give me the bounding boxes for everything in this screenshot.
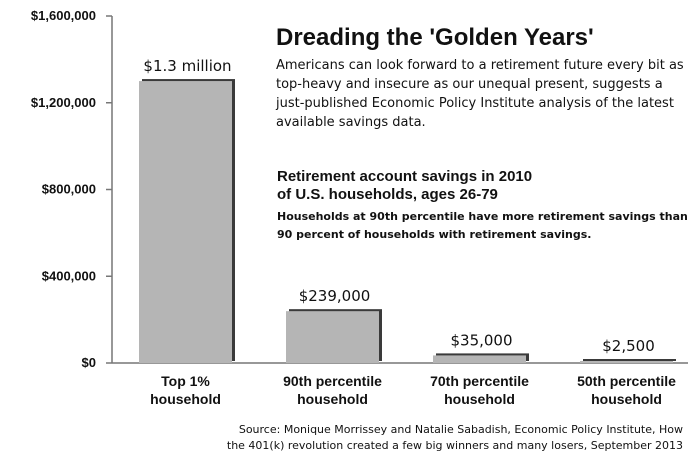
x-category-label: household (297, 391, 368, 407)
x-category-label: Top 1% (161, 373, 210, 389)
chart-note: Households at 90th percentile have more … (277, 210, 688, 241)
chart-subtitle-line-1: Retirement account savings in 2010 (277, 168, 533, 185)
x-category-label: 90th percentile (283, 373, 382, 389)
chart-title: Dreading the 'Golden Years' (276, 24, 594, 51)
source-line-1: Source: Monique Morrissey and Natalie Sa… (238, 423, 683, 436)
x-category-label: household (150, 391, 221, 407)
y-tick-label: $1,600,000 (31, 8, 96, 23)
y-tick-label: $400,000 (42, 268, 96, 283)
chart-source: Source: Monique Morrissey and Natalie Sa… (83, 422, 683, 454)
data-label: $35,000 (450, 331, 512, 349)
bar-shadow (583, 359, 676, 361)
x-category-label: household (591, 391, 662, 407)
chart-subtitle: Retirement account savings in 2010 of U.… (277, 168, 691, 204)
bar (139, 81, 232, 363)
chart-subtitle-line-2: of U.S. households, ages 26-79 (277, 186, 498, 203)
title-block: Dreading the 'Golden Years' Americans ca… (276, 24, 690, 132)
bar (580, 361, 673, 363)
source-line-2: the 401(k) revolution created a few big … (226, 439, 683, 452)
y-tick-label: $800,000 (42, 182, 96, 197)
bar (433, 355, 526, 363)
x-category-label: 50th percentile (577, 373, 676, 389)
y-tick-label: $0 (82, 355, 96, 370)
x-category-label: 70th percentile (430, 373, 529, 389)
data-label: $1.3 million (143, 57, 231, 75)
subtitle-block: Retirement account savings in 2010 of U.… (277, 168, 691, 244)
data-label: $239,000 (299, 287, 371, 305)
y-tick-label: $1,200,000 (31, 95, 96, 110)
x-category-label: household (444, 391, 515, 407)
bar (286, 311, 379, 363)
chart-intro: Americans can look forward to a retireme… (276, 58, 684, 130)
data-label: $2,500 (602, 337, 655, 355)
